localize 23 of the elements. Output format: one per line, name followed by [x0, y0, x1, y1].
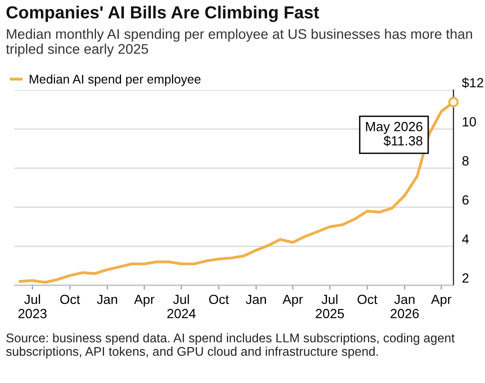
chart-subtitle: Median monthly AI spending per employee at US businesses has more than tripled since early 2025	[6, 28, 472, 57]
annotation: May 2026 $11.38	[366, 122, 422, 146]
x-tick-label: Jan 2026	[390, 294, 419, 318]
x-tick-label: Jul 2025	[316, 294, 344, 318]
x-tick-label: Oct	[358, 294, 378, 304]
y-tick-label: 10	[462, 117, 476, 126]
x-tick-label: Jul 2023	[18, 294, 47, 318]
x-tick-label: Apr	[134, 294, 154, 307]
y-tick-label: 2	[462, 273, 468, 283]
x-tick-label: Apr	[431, 294, 452, 307]
x-tick-label: Apr	[282, 294, 303, 307]
x-tick-label: Oct	[209, 294, 229, 304]
y-tick-label: 4	[462, 234, 469, 244]
y-tick-label: 6	[462, 195, 469, 205]
legend-label: Median AI spend per employee	[30, 74, 201, 86]
x-tick-label: Oct	[60, 294, 80, 304]
y-tick-label: $12	[462, 78, 484, 88]
x-tick-label: Jan	[96, 294, 118, 304]
source-note: Source: business spend data. AI spend includes LLM subscriptions, coding agent subscriptions, API tokens, and GPU cloud and infrastructure spend.	[6, 333, 455, 358]
chart-title: Companies' AI Bills Are Climbing Fast	[6, 6, 320, 22]
y-tick-label: 8	[462, 156, 469, 166]
x-tick-label: Jan	[246, 294, 266, 304]
x-tick-label: Jul 2024	[167, 294, 196, 318]
